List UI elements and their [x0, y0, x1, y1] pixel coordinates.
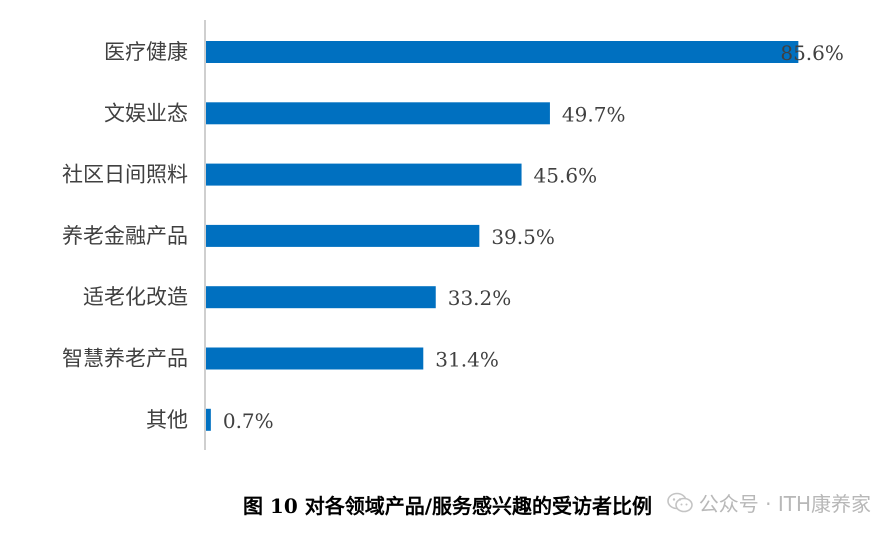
- category-label: 养老金融产品: [62, 224, 188, 248]
- bar: [206, 41, 799, 63]
- data-label: 39.5%: [491, 225, 555, 249]
- data-label: 49.7%: [562, 102, 626, 126]
- category-label: 适老化改造: [83, 285, 188, 309]
- bar-chart: 医疗健康 85.6% 文娱业态 49.7% 社区日间照料 45.6% 养老金融产品 39.5%…: [62, 20, 844, 450]
- data-label: 45.6%: [534, 164, 598, 188]
- category-label: 医疗健康: [104, 40, 188, 64]
- category-label: 智慧养老产品: [62, 347, 188, 371]
- data-label: 33.2%: [448, 286, 512, 310]
- bar: [206, 347, 424, 370]
- figure-caption: 图 10 对各领域产品/服务感兴趣的受访者比例: [242, 494, 653, 518]
- bar: [206, 286, 436, 309]
- data-label: 31.4%: [435, 348, 499, 372]
- watermark: 公众号 · ITH康养家: [666, 488, 871, 517]
- wechat-icon: [666, 492, 693, 512]
- data-label: 85.6%: [780, 41, 844, 65]
- chart-marks: 医疗健康 85.6% 文娱业态 49.7% 社区日间照料 45.6% 养老金融产品 39.5%…: [62, 40, 844, 433]
- watermark-text: 公众号 · ITH康养家: [698, 492, 871, 516]
- category-label: 社区日间照料: [62, 163, 188, 187]
- bar: [206, 163, 522, 186]
- category-label: 文娱业态: [104, 101, 188, 125]
- category-label: 其他: [146, 408, 188, 432]
- data-label: 0.7%: [223, 409, 274, 433]
- bar: [206, 224, 480, 247]
- bar: [206, 408, 211, 431]
- bar: [206, 102, 550, 125]
